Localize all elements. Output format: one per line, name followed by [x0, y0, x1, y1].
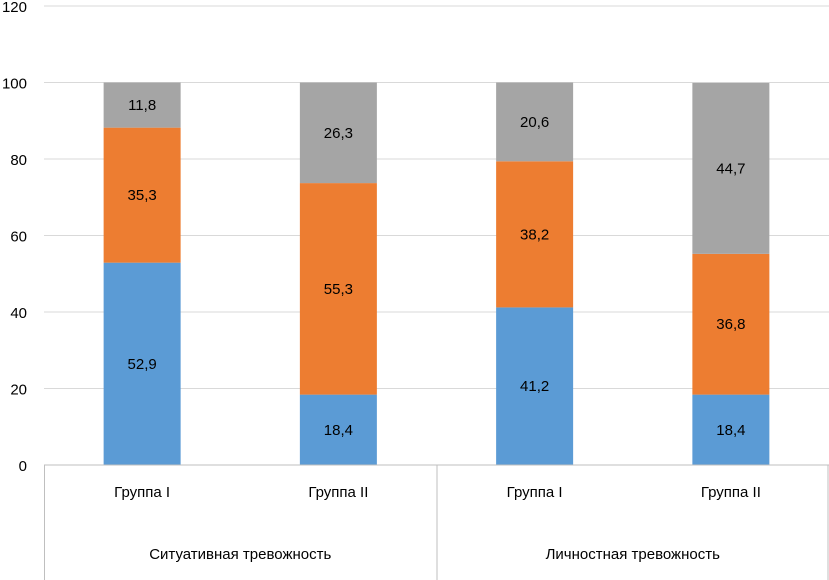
data-label-4-series-3: 44,7 — [716, 160, 745, 177]
data-labels: 52,9 35,3 11,8 18,4 55,3 26,3 41,2 38,2 20,6 18,4… — [128, 97, 746, 439]
data-label-3-series-2: 38,2 — [520, 226, 549, 243]
data-label-1-series-1: 52,9 — [128, 356, 157, 373]
bar-3-series-3 — [496, 82, 574, 162]
bar-4-series-2 — [692, 253, 770, 395]
bar-1-series-3 — [103, 82, 181, 128]
y-tick-label-120: 120 — [2, 0, 27, 16]
bar-2-series-3 — [299, 82, 377, 184]
bars — [103, 82, 770, 465]
data-label-4-series-2: 36,8 — [716, 316, 745, 333]
data-label-3-series-1: 41,2 — [520, 378, 549, 395]
y-tick-label-0: 0 — [19, 458, 27, 475]
bar-1-series-2 — [103, 127, 181, 263]
x-category-label-4: Группа II — [701, 484, 761, 501]
bar-3-series-2 — [496, 161, 574, 308]
data-label-4-series-1: 18,4 — [716, 422, 745, 439]
y-tick-label-40: 40 — [10, 305, 27, 322]
data-label-1-series-2: 35,3 — [128, 187, 157, 204]
bar-4-series-1 — [692, 394, 770, 465]
x-axis: Группа I Группа II Группа I Группа II Ситуат… — [44, 464, 829, 580]
bar-3-series-1 — [496, 307, 574, 465]
y-tick-label-100: 100 — [2, 76, 27, 93]
x-group-label-1: Ситуативная тревожность — [149, 546, 331, 563]
x-category-label-2: Группа II — [308, 484, 368, 501]
bar-1-series-1 — [103, 262, 181, 465]
bar-2-series-1 — [299, 394, 377, 465]
data-label-1-series-3: 11,8 — [128, 97, 156, 114]
bar-4-series-3 — [692, 82, 770, 254]
data-label-2-series-2: 55,3 — [324, 281, 353, 298]
y-tick-label-20: 20 — [10, 382, 27, 399]
y-axis-ticks: 0 20 40 60 80 100 120 — [2, 0, 27, 475]
x-category-label-3: Группа I — [507, 484, 563, 501]
data-label-2-series-1: 18,4 — [324, 422, 353, 439]
y-tick-label-80: 80 — [10, 152, 27, 169]
data-label-2-series-3: 26,3 — [324, 125, 353, 142]
data-label-3-series-3: 20,6 — [520, 114, 549, 131]
bar-2-series-2 — [299, 183, 377, 395]
y-tick-label-60: 60 — [10, 229, 27, 246]
x-group-label-2: Личностная тревожность — [546, 546, 721, 563]
x-category-label-1: Группа I — [114, 484, 170, 501]
